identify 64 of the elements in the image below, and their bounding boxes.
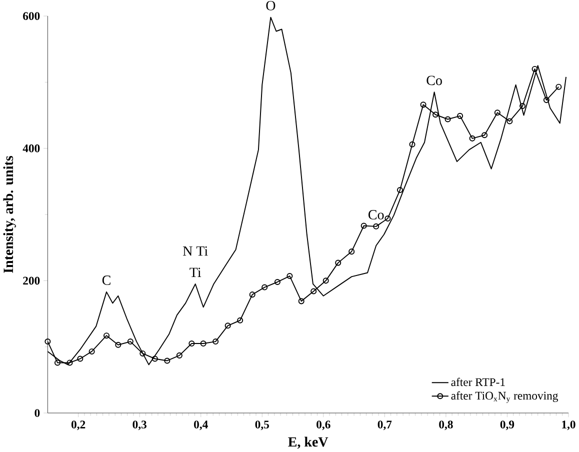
point (224, 322, 231, 329)
legend-label: after RTP-1 (451, 378, 505, 386)
point (506, 118, 513, 124)
x-tick-label: 0,8 (439, 420, 453, 430)
annotation: N Ti (182, 246, 208, 256)
legend-label: after TiO$_{x}$N$_{y}$ removing (451, 391, 558, 403)
point (348, 248, 355, 255)
point (249, 292, 256, 298)
y-tick-label: 400 (22, 144, 40, 152)
point (262, 284, 268, 290)
point (152, 356, 158, 362)
y-tick-label: 200 (23, 276, 40, 285)
x-axis-title: E, keV (288, 436, 328, 449)
point (469, 135, 476, 142)
point (176, 352, 182, 358)
annotation: C (102, 276, 110, 285)
point (298, 298, 304, 304)
x-tick-label: 0,4 (194, 420, 208, 430)
point (360, 222, 367, 229)
y-tick-label: 0 (34, 409, 40, 417)
point (396, 187, 403, 194)
x-tick-label: 0,7 (378, 420, 392, 430)
x-tick-label: 0,6 (316, 420, 330, 430)
point (420, 102, 426, 108)
point (532, 66, 538, 72)
point (164, 358, 170, 364)
point (115, 342, 122, 348)
annotation: O (266, 1, 276, 10)
annotation: Ti (190, 268, 202, 278)
annotation: Co (368, 210, 384, 220)
point (200, 340, 206, 347)
point (104, 332, 110, 339)
point (188, 340, 195, 347)
x-tick-label: 0,9 (500, 420, 514, 430)
x-tick-label: 1,0 (562, 420, 576, 430)
point (286, 273, 293, 280)
x-tick-label: 0,2 (71, 420, 86, 430)
point (322, 278, 329, 284)
point (482, 132, 488, 138)
point (310, 288, 317, 294)
point (373, 223, 380, 230)
y-tick-label: 600 (23, 12, 40, 20)
annotation: Co (426, 76, 442, 86)
point (432, 112, 439, 118)
point (494, 110, 500, 116)
x-tick-label: 0,3 (132, 420, 146, 430)
point (274, 279, 280, 286)
point (127, 338, 134, 345)
point (77, 356, 84, 362)
point (335, 260, 342, 266)
point (140, 350, 146, 357)
point (457, 112, 464, 119)
point (444, 116, 451, 122)
y-axis-title: Intensity, arb. units (3, 156, 16, 273)
x-tick-label: 0,5 (255, 420, 269, 430)
point (384, 216, 391, 222)
point (237, 317, 244, 324)
point (212, 338, 219, 345)
point (520, 103, 526, 110)
point (543, 97, 550, 104)
point (409, 141, 416, 148)
point (88, 348, 95, 355)
point (66, 360, 73, 366)
point (54, 360, 61, 366)
